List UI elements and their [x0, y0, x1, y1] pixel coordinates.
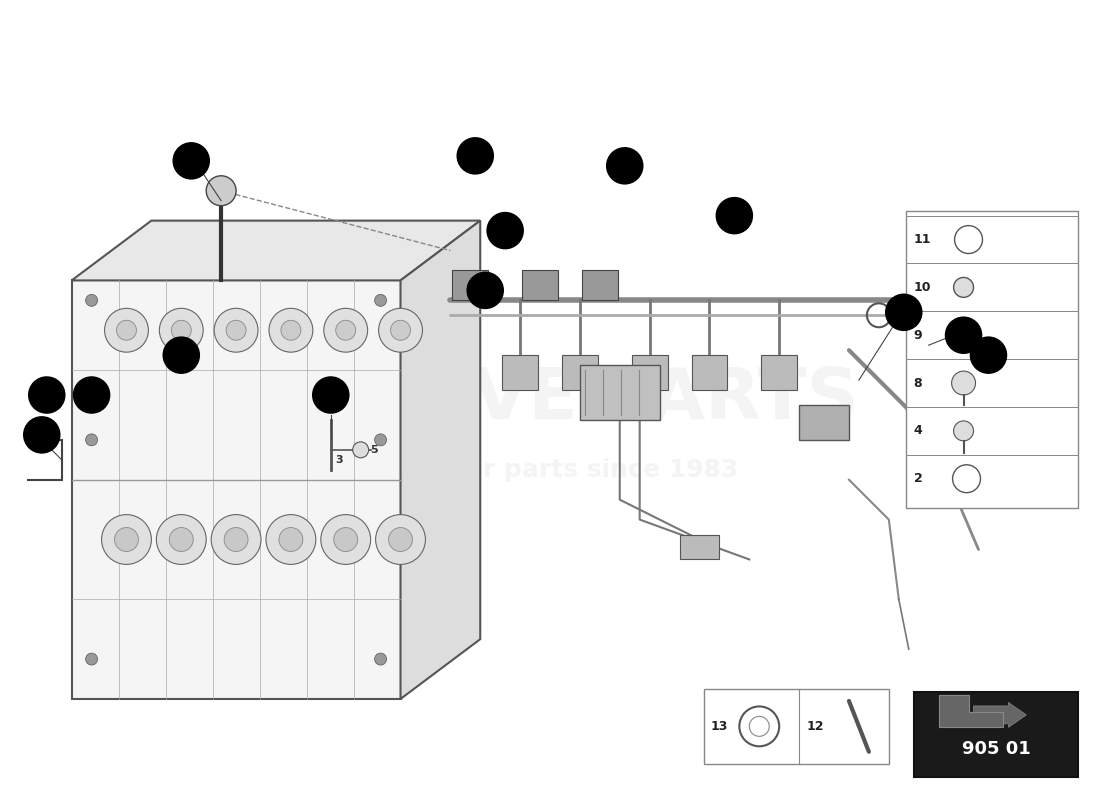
Circle shape	[375, 434, 386, 446]
Bar	[954, 326, 976, 345]
Bar	[631, 355, 668, 390]
Text: 12: 12	[617, 161, 632, 171]
Circle shape	[86, 653, 98, 665]
Text: 8: 8	[914, 377, 923, 390]
Text: 8: 8	[43, 390, 51, 400]
Bar	[928, 310, 968, 340]
Text: 13: 13	[711, 720, 728, 733]
Circle shape	[29, 377, 65, 413]
Text: ELUSIVE PARTS: ELUSIVE PARTS	[242, 366, 858, 434]
Circle shape	[266, 514, 316, 565]
Circle shape	[458, 138, 493, 174]
Text: 1: 1	[187, 156, 195, 166]
Bar	[562, 355, 597, 390]
Polygon shape	[938, 695, 1003, 727]
Text: 10: 10	[914, 281, 932, 294]
Circle shape	[321, 514, 371, 565]
Circle shape	[946, 318, 981, 353]
Text: 9: 9	[914, 329, 923, 342]
Circle shape	[954, 278, 974, 298]
Circle shape	[952, 371, 976, 395]
Circle shape	[468, 273, 503, 308]
Polygon shape	[72, 281, 400, 699]
Text: 10: 10	[477, 286, 493, 295]
Bar	[909, 281, 948, 310]
Circle shape	[375, 294, 386, 306]
Circle shape	[378, 308, 422, 352]
Circle shape	[270, 308, 312, 352]
Circle shape	[333, 527, 358, 551]
Text: 11: 11	[981, 350, 997, 360]
Bar	[761, 355, 798, 390]
Circle shape	[390, 320, 410, 340]
Circle shape	[101, 514, 152, 565]
Circle shape	[114, 527, 139, 551]
Circle shape	[336, 320, 355, 340]
Text: 7: 7	[37, 430, 45, 440]
Circle shape	[716, 198, 752, 234]
FancyArrow shape	[974, 702, 1026, 727]
Circle shape	[169, 527, 194, 551]
Circle shape	[74, 377, 110, 413]
Text: 10: 10	[497, 226, 513, 235]
Circle shape	[280, 320, 301, 340]
Bar	[704, 689, 889, 764]
Circle shape	[886, 294, 922, 330]
Circle shape	[160, 308, 204, 352]
Text: 5: 5	[371, 445, 378, 455]
Text: 13: 13	[956, 330, 971, 340]
Circle shape	[388, 527, 412, 551]
Text: 8: 8	[472, 151, 480, 161]
Circle shape	[375, 653, 386, 665]
Text: 4: 4	[327, 390, 334, 400]
Polygon shape	[72, 221, 481, 281]
Text: 8: 8	[730, 210, 738, 221]
Bar	[914, 692, 1078, 777]
Circle shape	[163, 338, 199, 373]
Bar	[580, 365, 660, 420]
Circle shape	[156, 514, 206, 565]
Text: 905 01: 905 01	[961, 740, 1031, 758]
Bar	[582, 270, 618, 300]
Bar	[905, 210, 1078, 508]
Circle shape	[86, 294, 98, 306]
Text: 6: 6	[900, 307, 908, 318]
Circle shape	[172, 320, 191, 340]
Circle shape	[224, 527, 249, 551]
Bar	[692, 355, 727, 390]
Circle shape	[86, 434, 98, 446]
Bar	[452, 270, 488, 300]
Circle shape	[970, 338, 1007, 373]
Circle shape	[206, 176, 236, 206]
Circle shape	[117, 320, 136, 340]
Text: 2: 2	[177, 350, 185, 360]
Circle shape	[227, 320, 246, 340]
Text: 2: 2	[914, 472, 923, 486]
Circle shape	[211, 514, 261, 565]
Circle shape	[174, 143, 209, 178]
Text: 11: 11	[914, 233, 932, 246]
Bar	[799, 405, 849, 440]
Circle shape	[353, 442, 369, 458]
Bar	[680, 534, 719, 559]
Circle shape	[104, 308, 148, 352]
Circle shape	[487, 213, 524, 249]
Circle shape	[954, 421, 974, 441]
Text: 12: 12	[806, 720, 824, 733]
Bar	[503, 355, 538, 390]
Circle shape	[312, 377, 349, 413]
Circle shape	[375, 514, 426, 565]
Circle shape	[24, 417, 59, 453]
Polygon shape	[400, 221, 481, 699]
Bar	[522, 270, 558, 300]
Circle shape	[607, 148, 642, 184]
Text: 3: 3	[336, 454, 343, 465]
Text: 9: 9	[88, 390, 96, 400]
Circle shape	[279, 527, 302, 551]
Text: 4: 4	[914, 424, 923, 438]
Circle shape	[323, 308, 367, 352]
Circle shape	[214, 308, 258, 352]
Text: a part for parts since 1983: a part for parts since 1983	[362, 458, 738, 482]
